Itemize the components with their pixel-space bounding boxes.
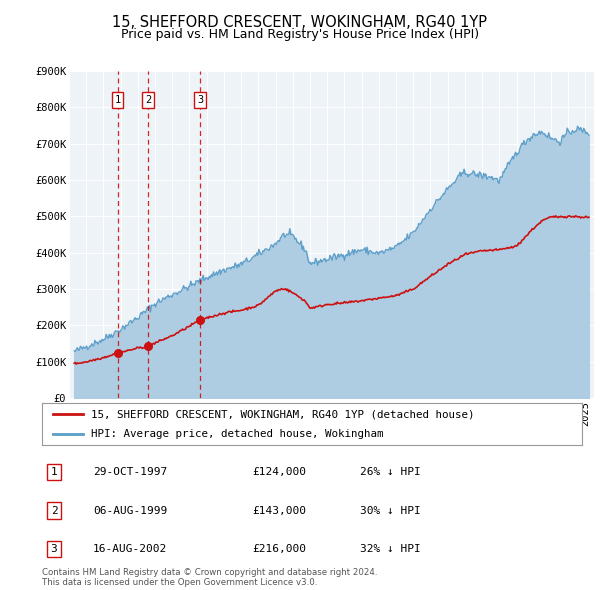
Text: £124,000: £124,000 (252, 467, 306, 477)
Text: 1: 1 (115, 95, 121, 105)
Text: Price paid vs. HM Land Registry's House Price Index (HPI): Price paid vs. HM Land Registry's House … (121, 28, 479, 41)
Text: 2: 2 (145, 95, 151, 105)
Text: 1: 1 (50, 467, 58, 477)
Text: 26% ↓ HPI: 26% ↓ HPI (360, 467, 421, 477)
Text: 16-AUG-2002: 16-AUG-2002 (93, 544, 167, 554)
Text: 32% ↓ HPI: 32% ↓ HPI (360, 544, 421, 554)
Text: 29-OCT-1997: 29-OCT-1997 (93, 467, 167, 477)
Text: Contains HM Land Registry data © Crown copyright and database right 2024.
This d: Contains HM Land Registry data © Crown c… (42, 568, 377, 587)
Text: 15, SHEFFORD CRESCENT, WOKINGHAM, RG40 1YP: 15, SHEFFORD CRESCENT, WOKINGHAM, RG40 1… (113, 15, 487, 30)
Text: £143,000: £143,000 (252, 506, 306, 516)
Text: HPI: Average price, detached house, Wokingham: HPI: Average price, detached house, Woki… (91, 429, 383, 439)
Text: 3: 3 (50, 544, 58, 554)
Text: 3: 3 (197, 95, 203, 105)
Text: 30% ↓ HPI: 30% ↓ HPI (360, 506, 421, 516)
Text: 15, SHEFFORD CRESCENT, WOKINGHAM, RG40 1YP (detached house): 15, SHEFFORD CRESCENT, WOKINGHAM, RG40 1… (91, 409, 474, 419)
Text: £216,000: £216,000 (252, 544, 306, 554)
Text: 06-AUG-1999: 06-AUG-1999 (93, 506, 167, 516)
Text: 2: 2 (50, 506, 58, 516)
